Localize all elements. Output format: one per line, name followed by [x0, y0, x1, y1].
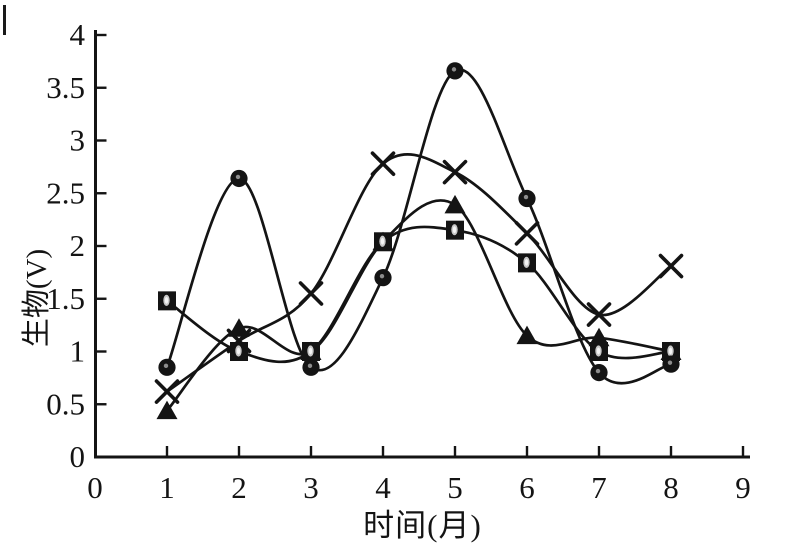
y-tick-label-2.5: 2.5 — [46, 175, 85, 210]
marker-filled-square-month-8-sheen-core — [668, 347, 673, 355]
marker-x-cross-month-8 — [658, 253, 684, 279]
marker-filled-square-month-1-sheen-core — [164, 296, 169, 304]
marker-filled-square-month-3-sheen-core — [308, 347, 313, 355]
x-tick-label-6: 6 — [519, 470, 535, 505]
y-tick-label-3.5: 3.5 — [46, 70, 85, 105]
marker-filled-triangle-month-2 — [228, 318, 250, 337]
marker-x-cross-month-1 — [154, 379, 180, 404]
marker-filled-circle-month-6-sheen — [523, 194, 529, 200]
marker-filled-triangle-month-6 — [516, 325, 538, 345]
y-tick-label-0.5: 0.5 — [46, 386, 85, 421]
marker-filled-circle-month-2-sheen — [235, 174, 241, 180]
y-tick-label-1.5: 1.5 — [46, 281, 85, 316]
marker-filled-square-month-2-sheen-core — [236, 347, 241, 355]
marker-filled-square-month-7-sheen-core — [596, 347, 601, 355]
marker-filled-circle-month-7-sheen — [595, 368, 601, 374]
x-tick-label-8: 8 — [663, 470, 679, 505]
marker-x-cross-month-7 — [586, 302, 612, 327]
y-tick-label-0: 0 — [70, 439, 86, 474]
y-tick-label-1: 1 — [70, 334, 86, 369]
x-tick-label-3: 3 — [303, 470, 319, 505]
marker-x-cross-month-6 — [514, 221, 540, 246]
marker-x-cross-month-3 — [298, 281, 324, 306]
x-tick-label-5: 5 — [447, 470, 463, 505]
x-axis-title: 时间(月) — [363, 508, 482, 543]
marker-filled-circle-month-4-sheen — [379, 273, 385, 279]
marker-filled-triangle-month-7 — [588, 327, 610, 347]
marker-filled-triangle-month-1 — [156, 400, 178, 420]
y-tick-label-2: 2 — [70, 228, 86, 263]
marker-filled-circle-month-1-sheen — [163, 363, 169, 369]
marker-x-cross-month-5 — [442, 159, 468, 185]
marker-filled-square-month-4-sheen-core — [380, 237, 385, 245]
marker-filled-square-month-6-sheen-core — [524, 258, 529, 266]
scan-artifact-mark — [3, 5, 6, 35]
x-tick-label-2: 2 — [231, 470, 247, 505]
series-line-x-cross — [166, 153, 672, 393]
y-axis-title: 生物(V) — [21, 248, 53, 348]
y-tick-label-3: 3 — [70, 123, 86, 158]
marker-x-cross-month-4 — [370, 151, 396, 177]
marker-filled-circle-month-5-sheen — [451, 67, 457, 72]
series-line-filled-triangle — [165, 199, 672, 412]
x-tick-label-1: 1 — [159, 470, 175, 505]
x-tick-label-9: 9 — [735, 470, 751, 505]
y-tick-label-4: 4 — [70, 17, 86, 52]
marker-filled-square-month-5-sheen-core — [452, 226, 457, 234]
x-tick-label-0: 0 — [87, 470, 103, 505]
marker-filled-triangle-month-5 — [444, 194, 466, 214]
marker-filled-circle-month-3-sheen — [307, 363, 313, 369]
marker-filled-circle-month-8-sheen — [667, 360, 673, 365]
x-tick-label-7: 7 — [591, 470, 607, 505]
x-tick-label-4: 4 — [375, 470, 391, 505]
